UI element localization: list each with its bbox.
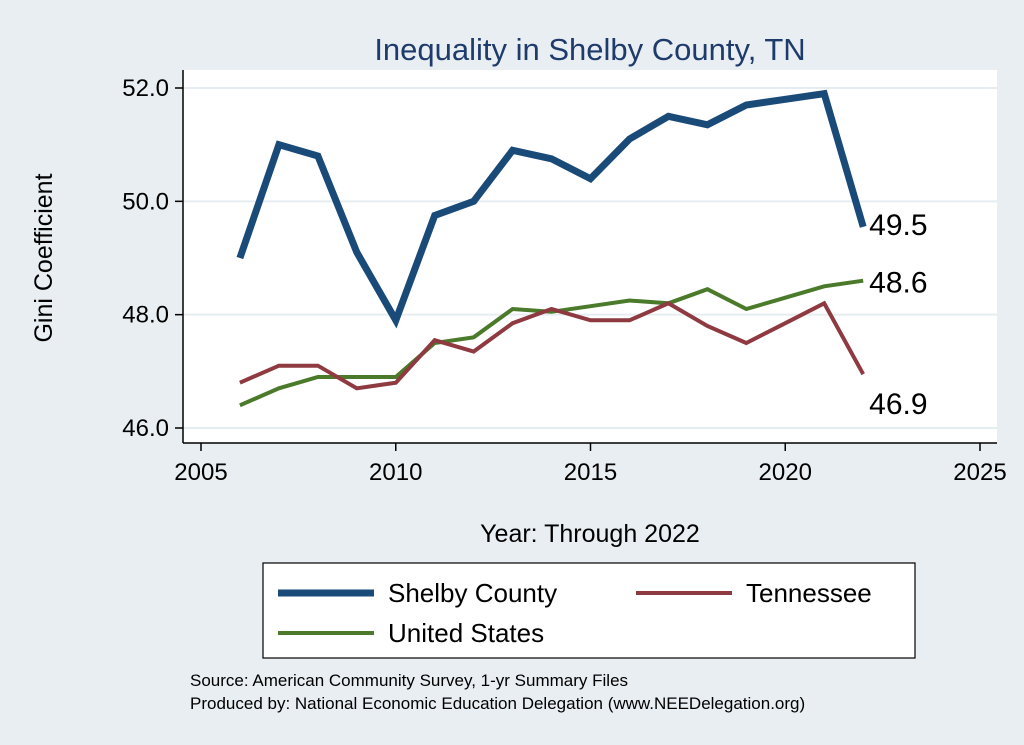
x-tick-label: 2020 [759,459,812,486]
legend-label-shelby-county: Shelby County [388,578,557,608]
series-line-tennessee [239,300,865,391]
legend-box [262,562,916,659]
y-tick-label: 46.0 [122,415,169,442]
series-line-united-states [239,278,864,408]
axes: 46.0 48.0 50.0 52.0 2005 2010 2015 2020 2025 [122,70,1007,486]
legend-label-tennessee: Tennessee [746,578,872,608]
end-label-tennessee: 46.9 [869,388,927,421]
y-tick-label: 48.0 [122,302,169,329]
plot-area [183,70,997,443]
y-tick-label: 52.0 [122,75,169,102]
plot-background [183,70,997,443]
x-tick-label: 2005 [174,459,227,486]
end-labels: 49.5 46.9 48.6 [869,209,927,421]
chart-title: Inequality in Shelby County, TN [374,32,805,67]
end-label-shelby-county: 49.5 [869,209,927,242]
source-line: Source: American Community Survey, 1-yr … [190,671,628,690]
series-lines [236,89,867,408]
x-tick-label: 2025 [953,459,1006,486]
series-line-shelby-county [236,89,867,329]
legend: Shelby County Tennessee United States [262,562,916,659]
y-tick-label: 50.0 [122,188,169,215]
producer-line: Produced by: National Economic Education… [190,694,805,713]
x-axis-title: Year: Through 2022 [480,520,700,548]
x-tick-label: 2010 [369,459,422,486]
x-tick-label: 2015 [564,459,617,486]
y-axis-title: Gini Coefficient [30,173,58,342]
gridlines [183,87,997,429]
end-label-united-states: 48.6 [869,267,927,300]
legend-label-united-states: United States [388,618,544,648]
